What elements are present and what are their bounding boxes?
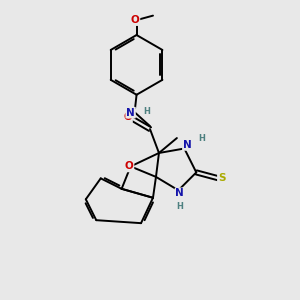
Text: N: N [126,108,135,118]
Text: H: H [143,107,150,116]
Text: O: O [123,112,132,122]
Text: H: H [176,202,183,211]
Text: H: H [198,134,205,143]
Text: N: N [176,188,184,198]
Text: O: O [125,161,134,171]
Text: S: S [218,173,225,183]
Text: N: N [183,140,192,150]
Text: O: O [131,15,140,25]
